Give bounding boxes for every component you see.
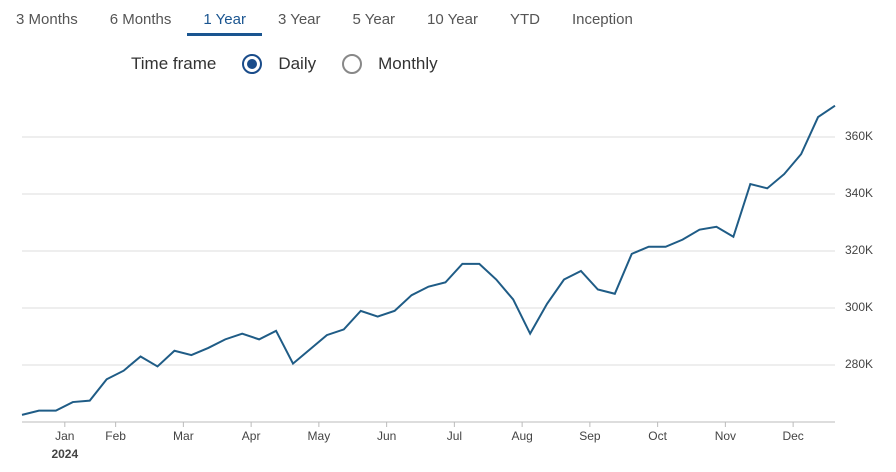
x-tick-label: Jan (55, 429, 74, 443)
tab[interactable]: 6 Months (109, 11, 172, 28)
x-tick-label: Dec (782, 429, 803, 443)
x-tick-label: Jul (447, 429, 462, 443)
line-series (21, 104, 836, 416)
x-tick-label: Feb (105, 429, 126, 443)
radio-option[interactable]: Monthly (342, 54, 438, 74)
x-tick-label: Aug (511, 429, 532, 443)
timeframe-label: Time frame (131, 54, 217, 73)
x-tick-label: Apr (242, 429, 261, 443)
y-tick-label: 300K (845, 300, 873, 314)
x-tick-label: Mar (173, 429, 194, 443)
radio-button[interactable] (242, 54, 263, 74)
tab[interactable]: YTD (509, 11, 540, 28)
tab[interactable]: 3 Year (277, 11, 321, 28)
tab[interactable]: 1 Year (187, 0, 262, 36)
radio-label[interactable]: Daily (278, 54, 317, 73)
tab[interactable]: 10 Year (427, 11, 478, 28)
x-tick-label: May (308, 429, 331, 443)
y-tick-label: 320K (845, 243, 873, 257)
radio-button[interactable] (342, 54, 363, 74)
tab[interactable]: 5 Year (352, 11, 396, 28)
tab[interactable]: 3 Months (16, 11, 78, 28)
radio-option[interactable]: Daily (242, 54, 316, 74)
x-tick-label: Nov (715, 429, 736, 443)
timeframe: Time frame Daily Monthly (131, 54, 438, 74)
x-tick-label: Oct (648, 429, 667, 443)
x-tick-label: Sep (579, 429, 601, 443)
y-tick-label: 280K (845, 357, 873, 371)
tab-bar: 3 Months 6 Months 1 Year 3 Year 5 Year 10 Yea… (0, 0, 649, 36)
x-year-label: 2024 (51, 447, 78, 461)
tab[interactable]: Inception (571, 11, 633, 28)
y-tick-label: 360K (845, 129, 873, 143)
radio-label[interactable]: Monthly (378, 54, 438, 73)
y-tick-label: 340K (845, 186, 873, 200)
x-tick-label: Jun (377, 429, 396, 443)
